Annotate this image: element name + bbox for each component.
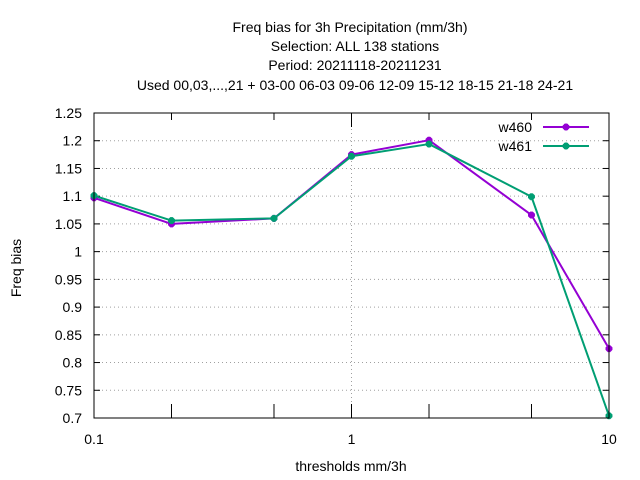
data-point-w461 bbox=[425, 140, 433, 148]
title-line-2: Selection: ALL 138 stations bbox=[271, 38, 439, 54]
grid bbox=[94, 113, 609, 418]
legend: w460 w461 bbox=[498, 119, 589, 154]
y-tick-label: 1.05 bbox=[55, 216, 82, 232]
x-tick-label: 0.1 bbox=[84, 431, 104, 447]
y-tick-label: 0.7 bbox=[63, 410, 83, 426]
data-point-w460 bbox=[528, 211, 535, 219]
y-axis-label: Freq bias bbox=[8, 239, 24, 297]
legend-marker-w460 bbox=[562, 123, 570, 131]
series-points bbox=[90, 136, 613, 420]
y-tick-label: 1.2 bbox=[63, 133, 83, 149]
y-tick-label: 0.85 bbox=[55, 327, 82, 343]
title-line-1: Freq bias for 3h Precipitation (mm/3h) bbox=[233, 19, 468, 35]
data-point-w461 bbox=[168, 217, 175, 225]
x-tick-label: 1 bbox=[348, 431, 356, 447]
plot-frame bbox=[93, 112, 610, 419]
x-tick-labels: 0.1 1 10 bbox=[84, 431, 617, 447]
title-line-3: Period: 20211118-20211231 bbox=[268, 57, 442, 73]
series-line-w461 bbox=[93, 143, 610, 417]
x-tick-label: 10 bbox=[601, 431, 617, 447]
x-axis-label: thresholds mm/3h bbox=[295, 458, 406, 474]
legend-label-w461: w461 bbox=[498, 138, 533, 154]
title-line-4: Used 00,03,...,21 + 03-00 06-03 09-06 12… bbox=[137, 77, 573, 93]
y-tick-label: 0.95 bbox=[55, 271, 82, 287]
y-tick-label: 1.25 bbox=[55, 105, 82, 121]
data-point-w461 bbox=[348, 152, 355, 160]
data-point-w461 bbox=[270, 214, 278, 222]
data-point-w461 bbox=[528, 193, 535, 201]
legend-marker-w461 bbox=[562, 142, 570, 150]
y-tick-label: 0.9 bbox=[63, 299, 83, 315]
y-tick-label: 0.8 bbox=[63, 355, 83, 371]
y-tick-label: 0.75 bbox=[55, 382, 82, 398]
y-tick-labels: 0.7 0.75 0.8 0.85 0.9 0.95 1 1.05 1.1 1.15 1.2 1.25 bbox=[55, 105, 82, 426]
y-tick-label: 1.1 bbox=[63, 188, 83, 204]
legend-label-w460: w460 bbox=[498, 119, 533, 135]
chart-title: Freq bias for 3h Precipitation (mm/3h) S… bbox=[137, 19, 573, 93]
y-tick-label: 1.15 bbox=[55, 160, 82, 176]
y-tick-label: 1 bbox=[74, 244, 82, 260]
